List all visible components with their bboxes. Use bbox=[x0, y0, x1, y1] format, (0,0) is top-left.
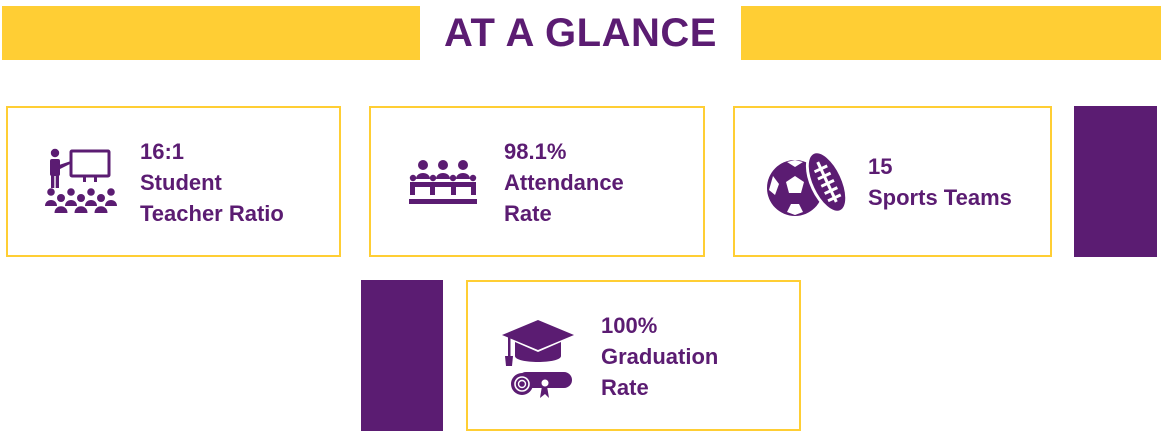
stat-label-line: Teacher Ratio bbox=[140, 201, 284, 226]
decorative-purple-block bbox=[1074, 106, 1157, 257]
stat-card-attendance-rate: 98.1% Attendance Rate bbox=[369, 106, 705, 257]
stat-card-sports-teams: 15 Sports Teams bbox=[733, 106, 1052, 257]
stat-label-line: Attendance bbox=[504, 170, 624, 195]
decorative-purple-block bbox=[361, 280, 443, 431]
header-bar-left bbox=[2, 6, 420, 60]
stat-value: 16:1 bbox=[140, 139, 185, 164]
stat-card-student-teacher-ratio: 16:1 Student Teacher Ratio bbox=[6, 106, 341, 257]
stat-text: 15 Sports Teams bbox=[868, 151, 1012, 213]
audience-seats-icon bbox=[409, 160, 477, 204]
teacher-classroom-icon bbox=[45, 148, 117, 213]
stat-text: 100% Graduation Rate bbox=[601, 310, 718, 403]
stat-value: 98.1% bbox=[504, 139, 567, 164]
stat-value: 100% bbox=[601, 313, 658, 338]
stat-label-line: Graduation bbox=[601, 344, 719, 369]
stat-text: 98.1% Attendance Rate bbox=[504, 136, 624, 229]
stat-value: 15 bbox=[868, 154, 893, 179]
stat-card-graduation-rate: 100% Graduation Rate bbox=[466, 280, 801, 431]
page-title: AT A GLANCE bbox=[444, 10, 717, 55]
stat-label-line: Rate bbox=[504, 201, 552, 226]
stat-text: 16:1 Student Teacher Ratio bbox=[140, 136, 284, 229]
stat-label-line: Sports Teams bbox=[868, 185, 1012, 210]
stat-label-line: Student bbox=[140, 170, 222, 195]
stat-label-line: Rate bbox=[601, 375, 649, 400]
header-bar-right bbox=[741, 6, 1161, 60]
sports-balls-icon bbox=[767, 150, 849, 216]
graduation-cap-diploma-icon bbox=[502, 320, 574, 398]
